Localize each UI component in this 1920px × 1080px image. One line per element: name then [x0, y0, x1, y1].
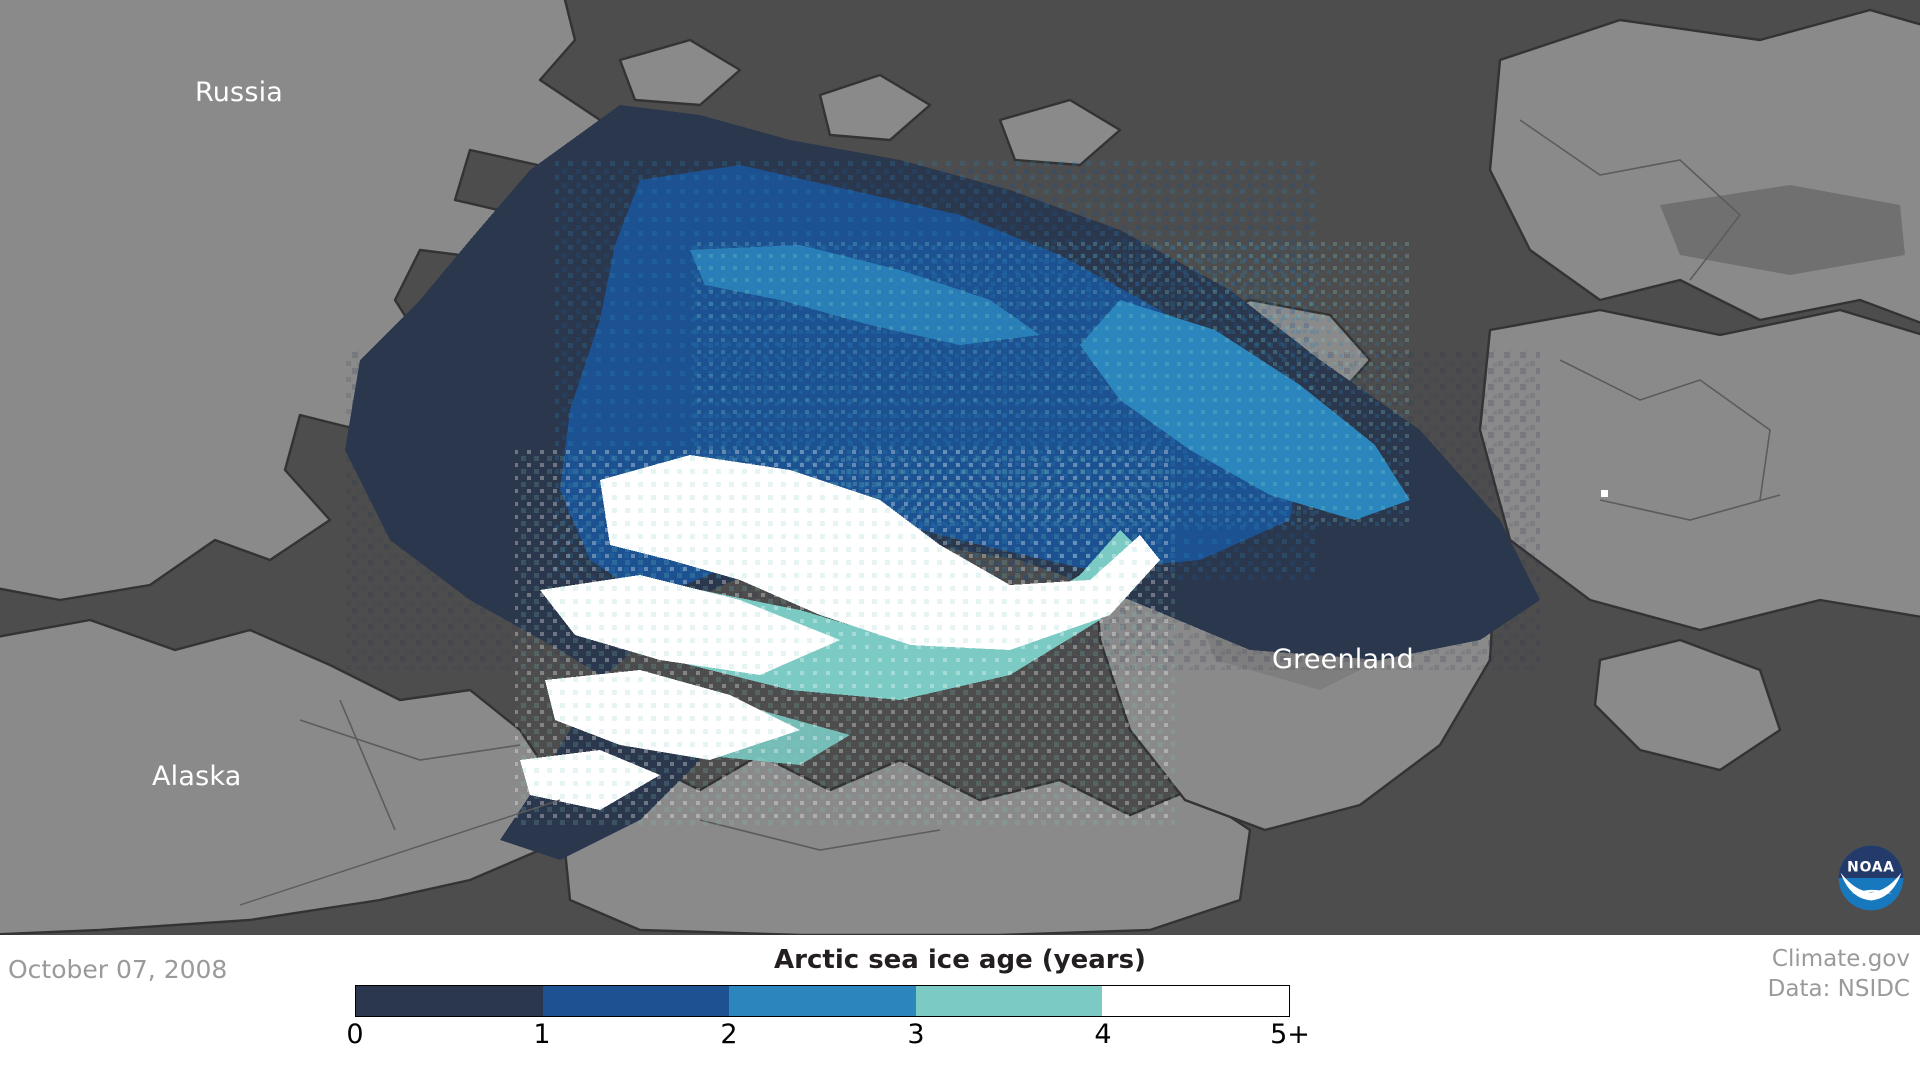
legend-tick-4: 4 [1094, 1019, 1112, 1050]
legend-title: Arctic sea ice age (years) [774, 945, 1146, 975]
noaa-logo-text: NOAA [1847, 859, 1895, 875]
colorbar-band-3to4 [915, 986, 1103, 1016]
noaa-logo-seagull [1840, 872, 1902, 901]
noaa-logo-top-half [1838, 845, 1904, 878]
country-borders [299, 119, 1781, 851]
map-graphic [0, 0, 1920, 935]
credit-block: Climate.gov Data: NSIDC [1768, 945, 1910, 1005]
ice-band-4to5plus [515, 450, 1175, 825]
legend-colorbar [355, 985, 1290, 1017]
legend-tick-3: 3 [907, 1019, 925, 1050]
date-label: October 07, 2008 [8, 955, 228, 984]
land-island-fjl [998, 98, 1122, 167]
land-island-nz-b [818, 73, 932, 142]
map-canvas: Russia Alaska Greenland NOAA [0, 0, 1920, 935]
shade-patch-europe [1660, 185, 1905, 275]
noaa-logo-wave [1851, 889, 1893, 894]
legend-tick-1: 1 [533, 1019, 551, 1050]
credit-publisher: Climate.gov [1771, 946, 1910, 972]
map-label-alaska: Alaska [152, 761, 242, 792]
legend-tick-2: 2 [720, 1019, 738, 1050]
legend-tick-0: 0 [346, 1019, 364, 1050]
legend-title-row: Arctic sea ice age (years) [0, 945, 1920, 975]
legend-tick-row: 0 1 2 3 4 5+ [346, 1019, 1310, 1059]
land-iceland [1593, 638, 1782, 772]
figure-footer: October 07, 2008 Arctic sea ice age (yea… [0, 935, 1920, 1080]
colorbar-band-2to3 [729, 986, 916, 1016]
map-label-greenland: Greenland [1272, 644, 1414, 675]
credit-data-source: Data: NSIDC [1767, 975, 1910, 1002]
colorbar-band-0to1 [356, 986, 543, 1016]
colorbar-band-1to2 [542, 986, 730, 1016]
colorbar-band-4to5plus [1102, 986, 1289, 1016]
legend-tick-5plus: 5+ [1270, 1019, 1310, 1050]
graticule-line [239, 799, 561, 906]
land-island-nz-a [618, 38, 742, 107]
noaa-logo: NOAA [1838, 845, 1904, 911]
map-label-russia: Russia [195, 77, 284, 108]
ice-isolated-pixel [1601, 490, 1608, 497]
ice-speckle-white [515, 450, 1175, 825]
